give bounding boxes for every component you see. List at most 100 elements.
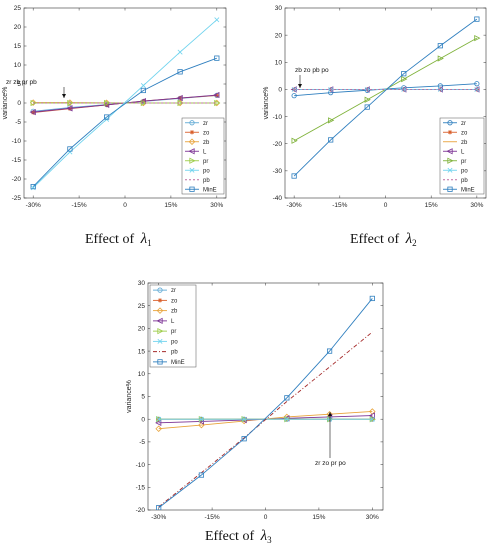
annotation-label: zr zo pr po — [315, 460, 346, 467]
y-tick-label: -5 — [139, 439, 145, 446]
y-tick-label: -20 — [12, 176, 22, 183]
y-tick-label: 20 — [275, 32, 283, 39]
point-MinE — [104, 114, 110, 120]
annotation-label: zb zo pb po — [295, 67, 329, 74]
y-tick-label: 30 — [275, 5, 283, 12]
legend-label-MinE: MinE — [461, 187, 475, 193]
legend-label-zo: zo — [203, 130, 210, 136]
legend-label-zo: zo — [171, 298, 178, 304]
legend-label-pr: pr — [171, 329, 176, 335]
point-po — [140, 83, 146, 89]
point-po — [291, 86, 297, 92]
y-tick-label: -10 — [273, 114, 283, 121]
y-tick-label: -25 — [12, 195, 22, 202]
x-tick-label: 30% — [366, 514, 379, 521]
point-pr — [437, 55, 444, 62]
y-tick-label: 20 — [14, 24, 22, 31]
y-axis-label: variance% — [126, 380, 133, 413]
legend-marker-MinE — [447, 186, 453, 192]
annotation-label: zr zb pr pb — [6, 79, 37, 86]
series-layer — [290, 16, 481, 179]
point-po — [177, 49, 183, 55]
series-line-MinE — [293, 18, 478, 177]
legend-label-zr: zr — [171, 288, 176, 294]
point-po — [369, 416, 375, 422]
x-tick-label: 15% — [164, 202, 177, 209]
y-axis-label: variance% — [263, 87, 270, 120]
point-MinE — [328, 137, 334, 143]
point-L — [197, 418, 205, 425]
point-pr — [401, 75, 408, 83]
point-L — [155, 419, 162, 426]
x-tick-label: -30% — [26, 202, 41, 209]
y-tick-label: -40 — [273, 195, 283, 202]
series-line-MinE — [158, 298, 373, 509]
x-tick-label: 15% — [312, 514, 325, 521]
chart-caption: Effect of λ3 — [205, 528, 272, 545]
y-tick-label: 10 — [138, 371, 146, 378]
point-pr — [474, 34, 481, 42]
y-tick-label: 25 — [14, 5, 22, 12]
legend-marker-pr — [157, 327, 164, 335]
legend-box — [181, 117, 225, 195]
series-layer — [155, 295, 376, 510]
point-L — [368, 412, 375, 419]
legend-marker-zo — [157, 298, 163, 303]
point-po — [474, 86, 480, 92]
x-tick-label: 15% — [425, 202, 438, 209]
legend-box — [439, 117, 485, 195]
y-tick-label: -20 — [136, 507, 146, 514]
x-tick-label: -15% — [332, 202, 347, 209]
chart-3: -20 -15 -10 -5 0 5 10 15 20 25 30 -30% -15% 0 15% 30% va… — [126, 280, 384, 545]
x-tick-label: 0 — [264, 514, 268, 521]
legend-label-pr: pr — [203, 159, 208, 165]
legend-marker-pr — [447, 157, 454, 164]
legend-marker-po — [447, 167, 453, 173]
point-MinE — [198, 472, 205, 478]
point-MinE — [364, 104, 370, 110]
series-line-MinE — [32, 57, 217, 187]
annotation-arrowhead — [328, 412, 332, 416]
point-zr — [291, 93, 297, 99]
x-tick-label: -15% — [71, 202, 86, 209]
point-pr — [30, 99, 37, 107]
point-pr — [364, 96, 371, 103]
legend-label-L: L — [171, 319, 175, 325]
point-MinE — [140, 87, 146, 94]
point-MinE — [67, 146, 73, 152]
legend-marker-L — [156, 317, 163, 325]
chart-1: -25 -20 -15 -10 -5 0 5 10 15 20 25 -30% -15% 0 15% 30% v… — [2, 5, 227, 248]
x-tick-label: 0 — [123, 202, 127, 209]
y-tick-label: 30 — [138, 280, 146, 287]
x-tick-label: -15% — [204, 514, 219, 521]
point-po — [241, 416, 247, 422]
legend-label-L: L — [203, 149, 207, 155]
point-zr — [474, 81, 480, 87]
legend-marker-L — [446, 148, 453, 155]
y-tick-label: 10 — [14, 62, 22, 69]
y-tick-label: -30 — [273, 168, 283, 175]
legend-label-pb: pb — [203, 178, 210, 184]
point-MinE — [326, 348, 333, 354]
legend: zr zo zb Lpr po pb MinE — [439, 117, 485, 195]
series-line-pb — [158, 331, 373, 508]
point-L — [66, 105, 73, 112]
y-tick-label: 10 — [275, 59, 283, 66]
y-tick-label: 5 — [17, 81, 21, 88]
point-pr — [104, 99, 111, 107]
chart-caption: Effect of λ2 — [350, 231, 417, 248]
x-tick-label: 30% — [210, 202, 223, 209]
legend-marker-po — [157, 338, 163, 344]
point-MinE — [474, 16, 480, 22]
legend-label-po: po — [171, 339, 178, 345]
point-MinE — [437, 43, 443, 49]
legend: zr zo zb Lpr po pb MinE — [149, 284, 197, 368]
legend-label-zr: zr — [461, 121, 466, 127]
point-po — [284, 416, 290, 422]
legend-label-pb: pb — [461, 178, 468, 184]
y-tick-label: -5 — [15, 119, 21, 126]
y-tick-label: -10 — [12, 138, 22, 145]
legend-label-po: po — [203, 168, 210, 174]
x-tick-label: 0 — [384, 202, 388, 209]
point-MinE — [156, 505, 162, 510]
